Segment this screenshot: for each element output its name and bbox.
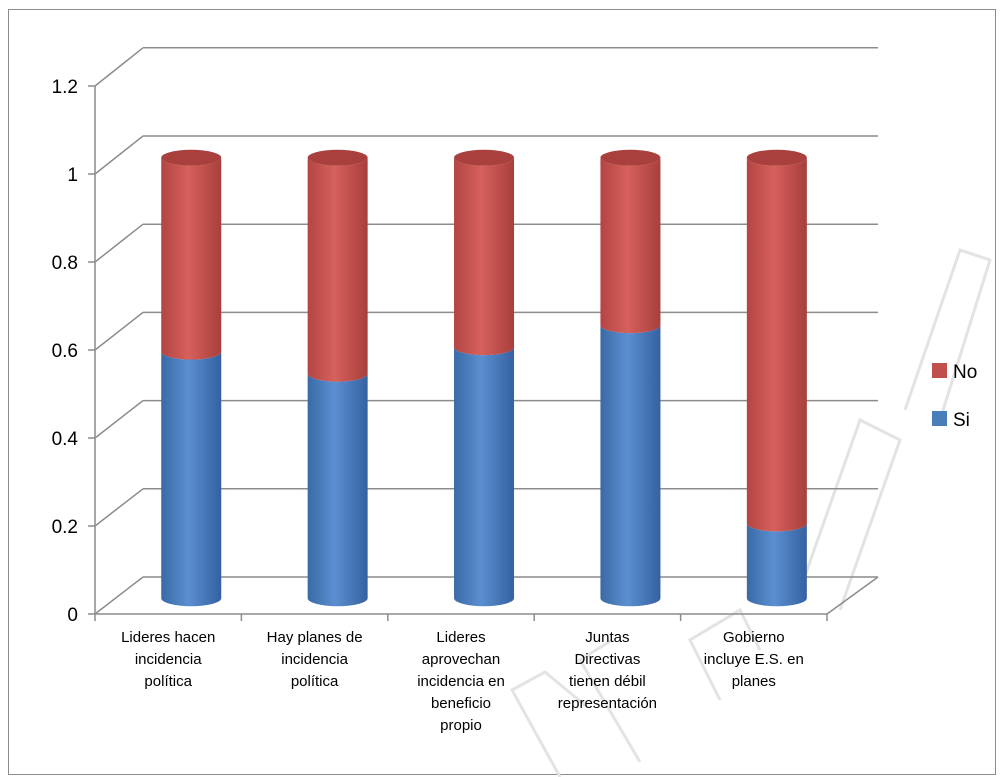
category-label-line: Lideres (436, 629, 485, 646)
category-label-line: incidencia (135, 651, 202, 668)
legend: No Si (932, 362, 977, 431)
legend-swatch (932, 411, 947, 426)
y-tick-label: 0.2 (52, 517, 78, 538)
gridline-diagonal (94, 47, 144, 87)
gridline-diagonal (94, 223, 144, 263)
y-tick-label: 0.4 (52, 429, 79, 450)
category-label-line: política (144, 673, 192, 690)
bar-si (746, 523, 807, 607)
bar-cap (307, 149, 368, 166)
category-label-line: propio (440, 717, 482, 734)
gridline-diagonal (94, 311, 144, 351)
bar-cap (454, 149, 515, 166)
y-tick-label: 0 (67, 605, 78, 626)
category-label: Juntas Directivas tienen débil representaci… (558, 629, 657, 712)
gridline-diagonal (94, 488, 144, 527)
category-label: Lideres aprovechan incidencia en beneficio p… (417, 629, 505, 734)
bar-no (746, 157, 807, 532)
y-tick-label: 1.2 (52, 77, 78, 98)
bar-cap (161, 149, 222, 166)
legend-swatch (932, 363, 947, 378)
bar-cap (600, 149, 661, 166)
y-tick-label: 0.8 (52, 253, 78, 274)
category-label-line: Lideres hacen (121, 629, 215, 646)
category-label-line: incidencia en (417, 673, 505, 690)
watermark-stroke (577, 638, 642, 763)
floor-edge (826, 576, 879, 615)
watermark (509, 248, 992, 777)
category-label-line: aprovechan (422, 651, 500, 668)
category-label-line: Hay planes de (267, 629, 363, 646)
legend-label: No (953, 362, 977, 383)
category-label-line: planes (732, 673, 776, 690)
category-label-line: beneficio (431, 695, 491, 712)
category-label-line: política (291, 673, 339, 690)
category-label-line: incidencia (281, 651, 348, 668)
bar-no (161, 157, 222, 360)
gridline-diagonal (94, 400, 144, 439)
category-label: Hay planes de incidencia política (267, 629, 363, 690)
gridline-diagonal (94, 135, 144, 175)
category-label: Gobierno incluye E.S. en planes (704, 629, 804, 690)
category-label-line: Directivas (574, 651, 640, 668)
category-label: Lideres hacen incidencia política (121, 629, 215, 690)
bar-cap (746, 149, 807, 166)
bar-si (161, 351, 222, 607)
category-label-line: Gobierno (723, 629, 785, 646)
watermark-stroke (903, 248, 992, 421)
category-label-line: representación (558, 695, 657, 712)
category-label-line: incluye E.S. en (704, 651, 804, 668)
bar-si (600, 325, 661, 607)
category-label-line: Juntas (585, 629, 629, 646)
category-label-line: tienen débil (569, 673, 646, 690)
y-tick-label: 0.6 (52, 341, 78, 362)
bar-no (600, 157, 661, 334)
bar-si (307, 373, 368, 607)
watermark-stroke (688, 607, 762, 701)
watermark-stroke (798, 417, 902, 611)
bar-no (307, 157, 368, 382)
watermark-stroke (509, 670, 587, 777)
legend-label: Si (953, 410, 970, 431)
y-tick-label: 1 (67, 165, 78, 186)
bar-no (454, 157, 515, 356)
bar-si (454, 347, 515, 607)
bars (161, 149, 807, 607)
gridline-diagonal (94, 576, 144, 615)
